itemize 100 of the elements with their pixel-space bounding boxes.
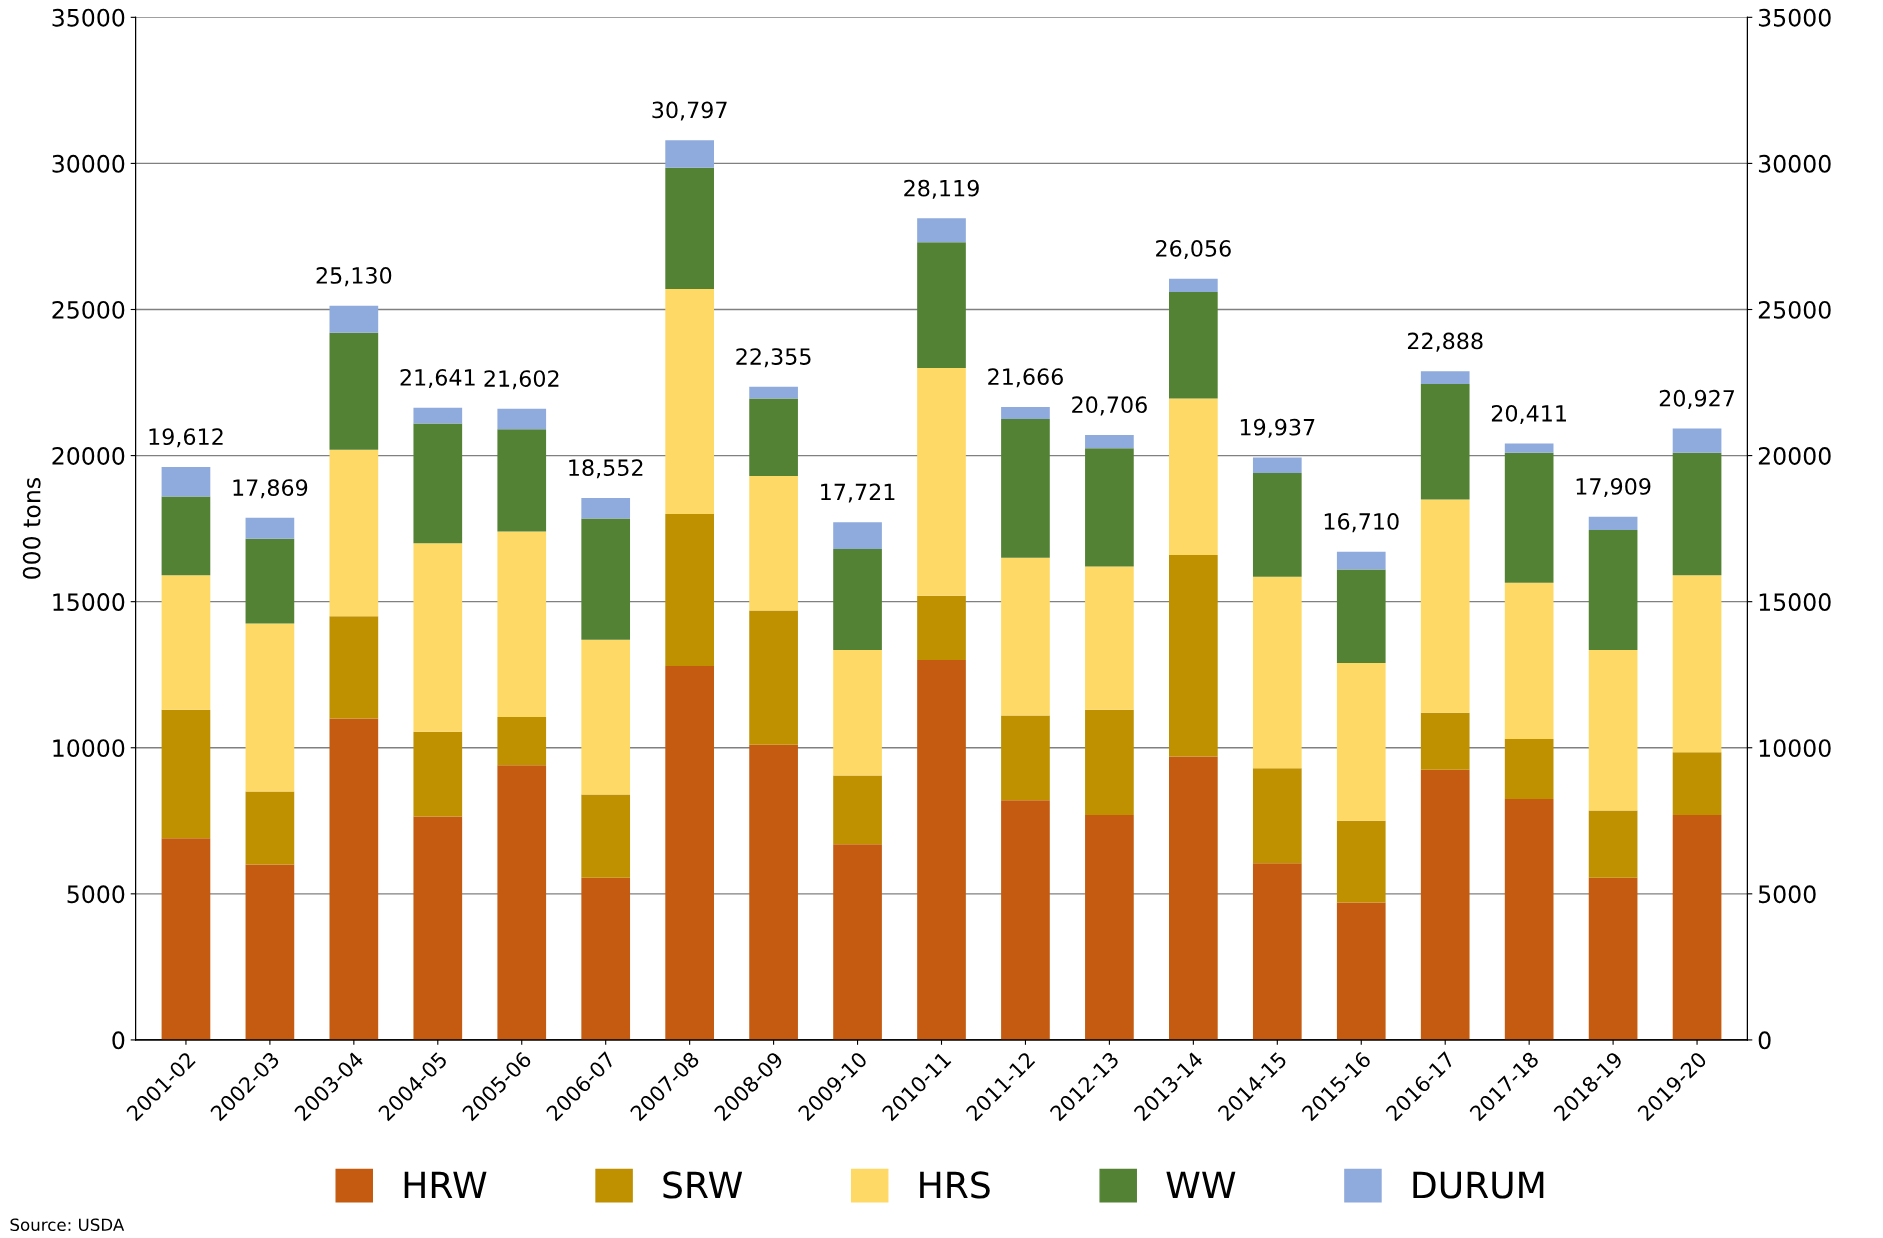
bar (497, 765, 547, 1040)
bar (1169, 398, 1218, 555)
bar (749, 744, 798, 1040)
total-label: 17,869 (233, 479, 308, 499)
bar (917, 367, 966, 596)
bar (497, 717, 547, 766)
bar (329, 449, 379, 617)
bar (1001, 419, 1050, 558)
bar (833, 649, 882, 776)
bar (833, 775, 882, 845)
bar (413, 543, 463, 732)
bar (1672, 452, 1722, 576)
bar (1336, 820, 1386, 903)
bar (1001, 800, 1050, 1040)
total-label: 21,602 (484, 370, 559, 390)
bar (581, 497, 631, 519)
bar (1336, 551, 1386, 570)
total-label: 20,411 (1491, 404, 1566, 425)
y2-tick-label: 30000 (1758, 154, 1831, 173)
y-tick-label: 20000 (52, 447, 125, 465)
total-label: 17,721 (821, 483, 895, 503)
y-axis-title: 000 tons (22, 478, 41, 579)
bar (497, 429, 547, 532)
total-label: 20,927 (1659, 389, 1735, 409)
bar (329, 305, 379, 333)
bar (1504, 452, 1554, 583)
bar (245, 623, 295, 792)
bar (1085, 434, 1134, 449)
y-tick-label: 25000 (52, 300, 125, 319)
legend-label: SRW (663, 1171, 743, 1199)
total-label: 30,797 (652, 101, 727, 121)
total-label: 20,706 (1072, 396, 1147, 416)
y-tick-label: 30000 (52, 154, 125, 173)
y2-tick-label: 5000 (1758, 885, 1816, 904)
bar (1252, 576, 1302, 769)
bar (665, 140, 714, 168)
bar (1252, 457, 1302, 474)
bar (581, 639, 631, 795)
bar (1001, 715, 1050, 801)
y2-tick-label: 0 (1758, 1031, 1771, 1050)
legend-label: HRW (404, 1171, 487, 1199)
bar (1672, 752, 1722, 815)
y2-tick-label: 25000 (1758, 300, 1831, 319)
bar (413, 731, 463, 817)
total-label: 18,552 (569, 459, 643, 479)
bar (1085, 709, 1134, 815)
bar (581, 518, 631, 640)
bar (1588, 516, 1638, 531)
bar (1588, 530, 1638, 650)
bar (917, 595, 966, 661)
bar (917, 218, 966, 243)
legend-label: HRS (920, 1171, 990, 1199)
bar (245, 538, 295, 624)
bar (665, 167, 714, 290)
bar (413, 423, 463, 544)
y2-tick-label: 35000 (1758, 8, 1831, 27)
total-label: 17,909 (1576, 478, 1651, 498)
y-tick-label: 10000 (53, 739, 125, 758)
bar (917, 660, 966, 1040)
bar (413, 407, 463, 424)
total-label: 26,056 (1156, 240, 1231, 260)
bar (1169, 554, 1218, 757)
bar (1169, 278, 1218, 292)
bar (1252, 863, 1302, 1040)
source-note: Source: USDA (10, 1218, 125, 1232)
bar (1169, 291, 1218, 399)
total-label: 28,119 (904, 179, 979, 199)
bar (1588, 810, 1638, 878)
bar (665, 665, 714, 1040)
y2-tick-label: 10000 (1759, 739, 1831, 758)
bar (749, 610, 798, 745)
bar (1420, 384, 1470, 500)
bar (1420, 371, 1470, 384)
bar (1672, 814, 1722, 1040)
bar (833, 522, 882, 550)
bar (1001, 557, 1050, 716)
bar (1420, 769, 1470, 1040)
bar (329, 718, 379, 1040)
bar (1420, 499, 1470, 713)
total-label: 19,937 (1240, 418, 1315, 438)
bar (245, 517, 295, 539)
bar (1672, 428, 1722, 453)
bar (833, 549, 882, 650)
total-label: 16,710 (1324, 513, 1399, 533)
bar (245, 791, 295, 865)
y2-tick-label: 20000 (1758, 447, 1831, 465)
bar (1588, 877, 1638, 1040)
bar (1588, 649, 1638, 811)
bar (1252, 768, 1302, 864)
total-label: 21,666 (988, 368, 1063, 388)
bar (665, 289, 714, 515)
bar (833, 844, 882, 1040)
bar (329, 616, 379, 719)
bar (161, 496, 211, 576)
bar (1336, 663, 1386, 821)
bar (413, 816, 463, 1040)
bar (917, 242, 966, 368)
bar (1336, 902, 1386, 1040)
bar (497, 408, 547, 430)
y-tick-label: 0 (112, 1031, 125, 1050)
